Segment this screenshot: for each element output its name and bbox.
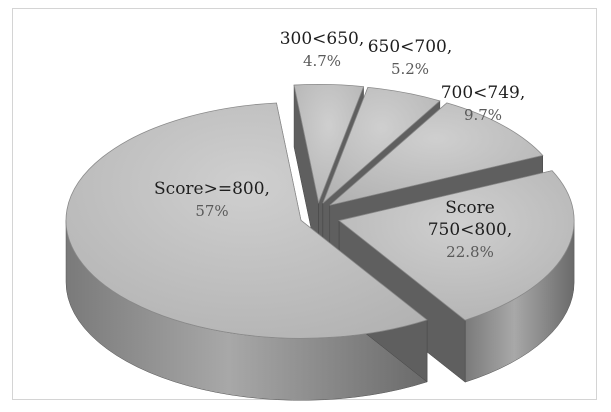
slice-label-score-800: Score>=800, 57% — [154, 179, 270, 220]
slice-label-650-700: 650<700, 5.2% — [368, 37, 453, 78]
pie-slice-score-800 — [65, 102, 428, 401]
pie-slice-top — [65, 102, 428, 339]
slice-category-label: 300<650, — [280, 29, 365, 49]
slice-category-label: 650<700, — [368, 37, 453, 57]
pie-slice-top — [293, 84, 365, 204]
slice-value-label: 9.7% — [464, 106, 502, 124]
slice-value-label: 22.8% — [446, 243, 494, 261]
slice-category-label: 750<800, — [428, 220, 513, 240]
pie-slice-top — [322, 86, 441, 204]
slice-value-label: 57% — [195, 202, 228, 220]
slice-category-label: Score — [445, 198, 495, 218]
slice-label-700-749: 700<749, 9.7% — [441, 83, 526, 124]
slice-label-300-650: 300<650, 4.7% — [280, 29, 365, 70]
pie-slice-top — [329, 102, 544, 206]
slice-value-label: 4.7% — [303, 52, 341, 70]
slice-value-label: 5.2% — [391, 60, 429, 78]
slice-category-label: Score>=800, — [154, 179, 270, 199]
slice-label-score-750-800: Score 750<800, 22.8% — [428, 198, 513, 261]
slice-category-label: 700<749, — [441, 83, 526, 103]
pie-slice-top — [338, 170, 575, 321]
